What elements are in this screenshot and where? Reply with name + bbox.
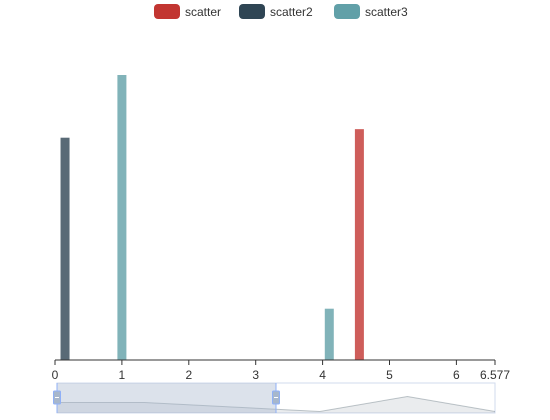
- bar-scatter3-0[interactable]: [117, 75, 127, 360]
- legend-swatch-scatter: [154, 4, 180, 19]
- bar-scatter3-1[interactable]: [324, 308, 334, 360]
- x-axis: 0 1 2 3 4 5 6 6.577: [52, 359, 510, 382]
- legend-swatch-scatter3: [334, 4, 360, 19]
- legend: scatter scatter2 scatter3: [154, 4, 408, 19]
- legend-label-scatter: scatter: [185, 5, 221, 19]
- bar-scatter-0[interactable]: [354, 129, 364, 360]
- zoom-selected-range[interactable]: [57, 383, 276, 413]
- x-tick-label-5: 5: [386, 368, 393, 382]
- x-tick-label-7: 6.577: [480, 368, 510, 382]
- x-tick-label-0: 0: [52, 368, 59, 382]
- zoom-handle-left[interactable]: [53, 383, 61, 413]
- x-tick-label-3: 3: [252, 368, 259, 382]
- bars-layer: [60, 75, 364, 360]
- legend-swatch-scatter2: [239, 4, 265, 19]
- x-tick-label-2: 2: [185, 368, 192, 382]
- zoom-handle-right[interactable]: [272, 383, 280, 413]
- legend-item-scatter3[interactable]: scatter3: [334, 4, 408, 19]
- bar-scatter2-0[interactable]: [60, 137, 70, 360]
- zoom-preview-area: [57, 396, 495, 413]
- data-zoom-slider[interactable]: [53, 382, 496, 414]
- legend-label-scatter2: scatter2: [270, 5, 313, 19]
- legend-item-scatter2[interactable]: scatter2: [239, 4, 313, 19]
- x-tick-label-4: 4: [319, 368, 326, 382]
- x-tick-label-1: 1: [119, 368, 126, 382]
- legend-label-scatter3: scatter3: [365, 5, 408, 19]
- x-tick-label-6: 6: [453, 368, 460, 382]
- legend-item-scatter[interactable]: scatter: [154, 4, 221, 19]
